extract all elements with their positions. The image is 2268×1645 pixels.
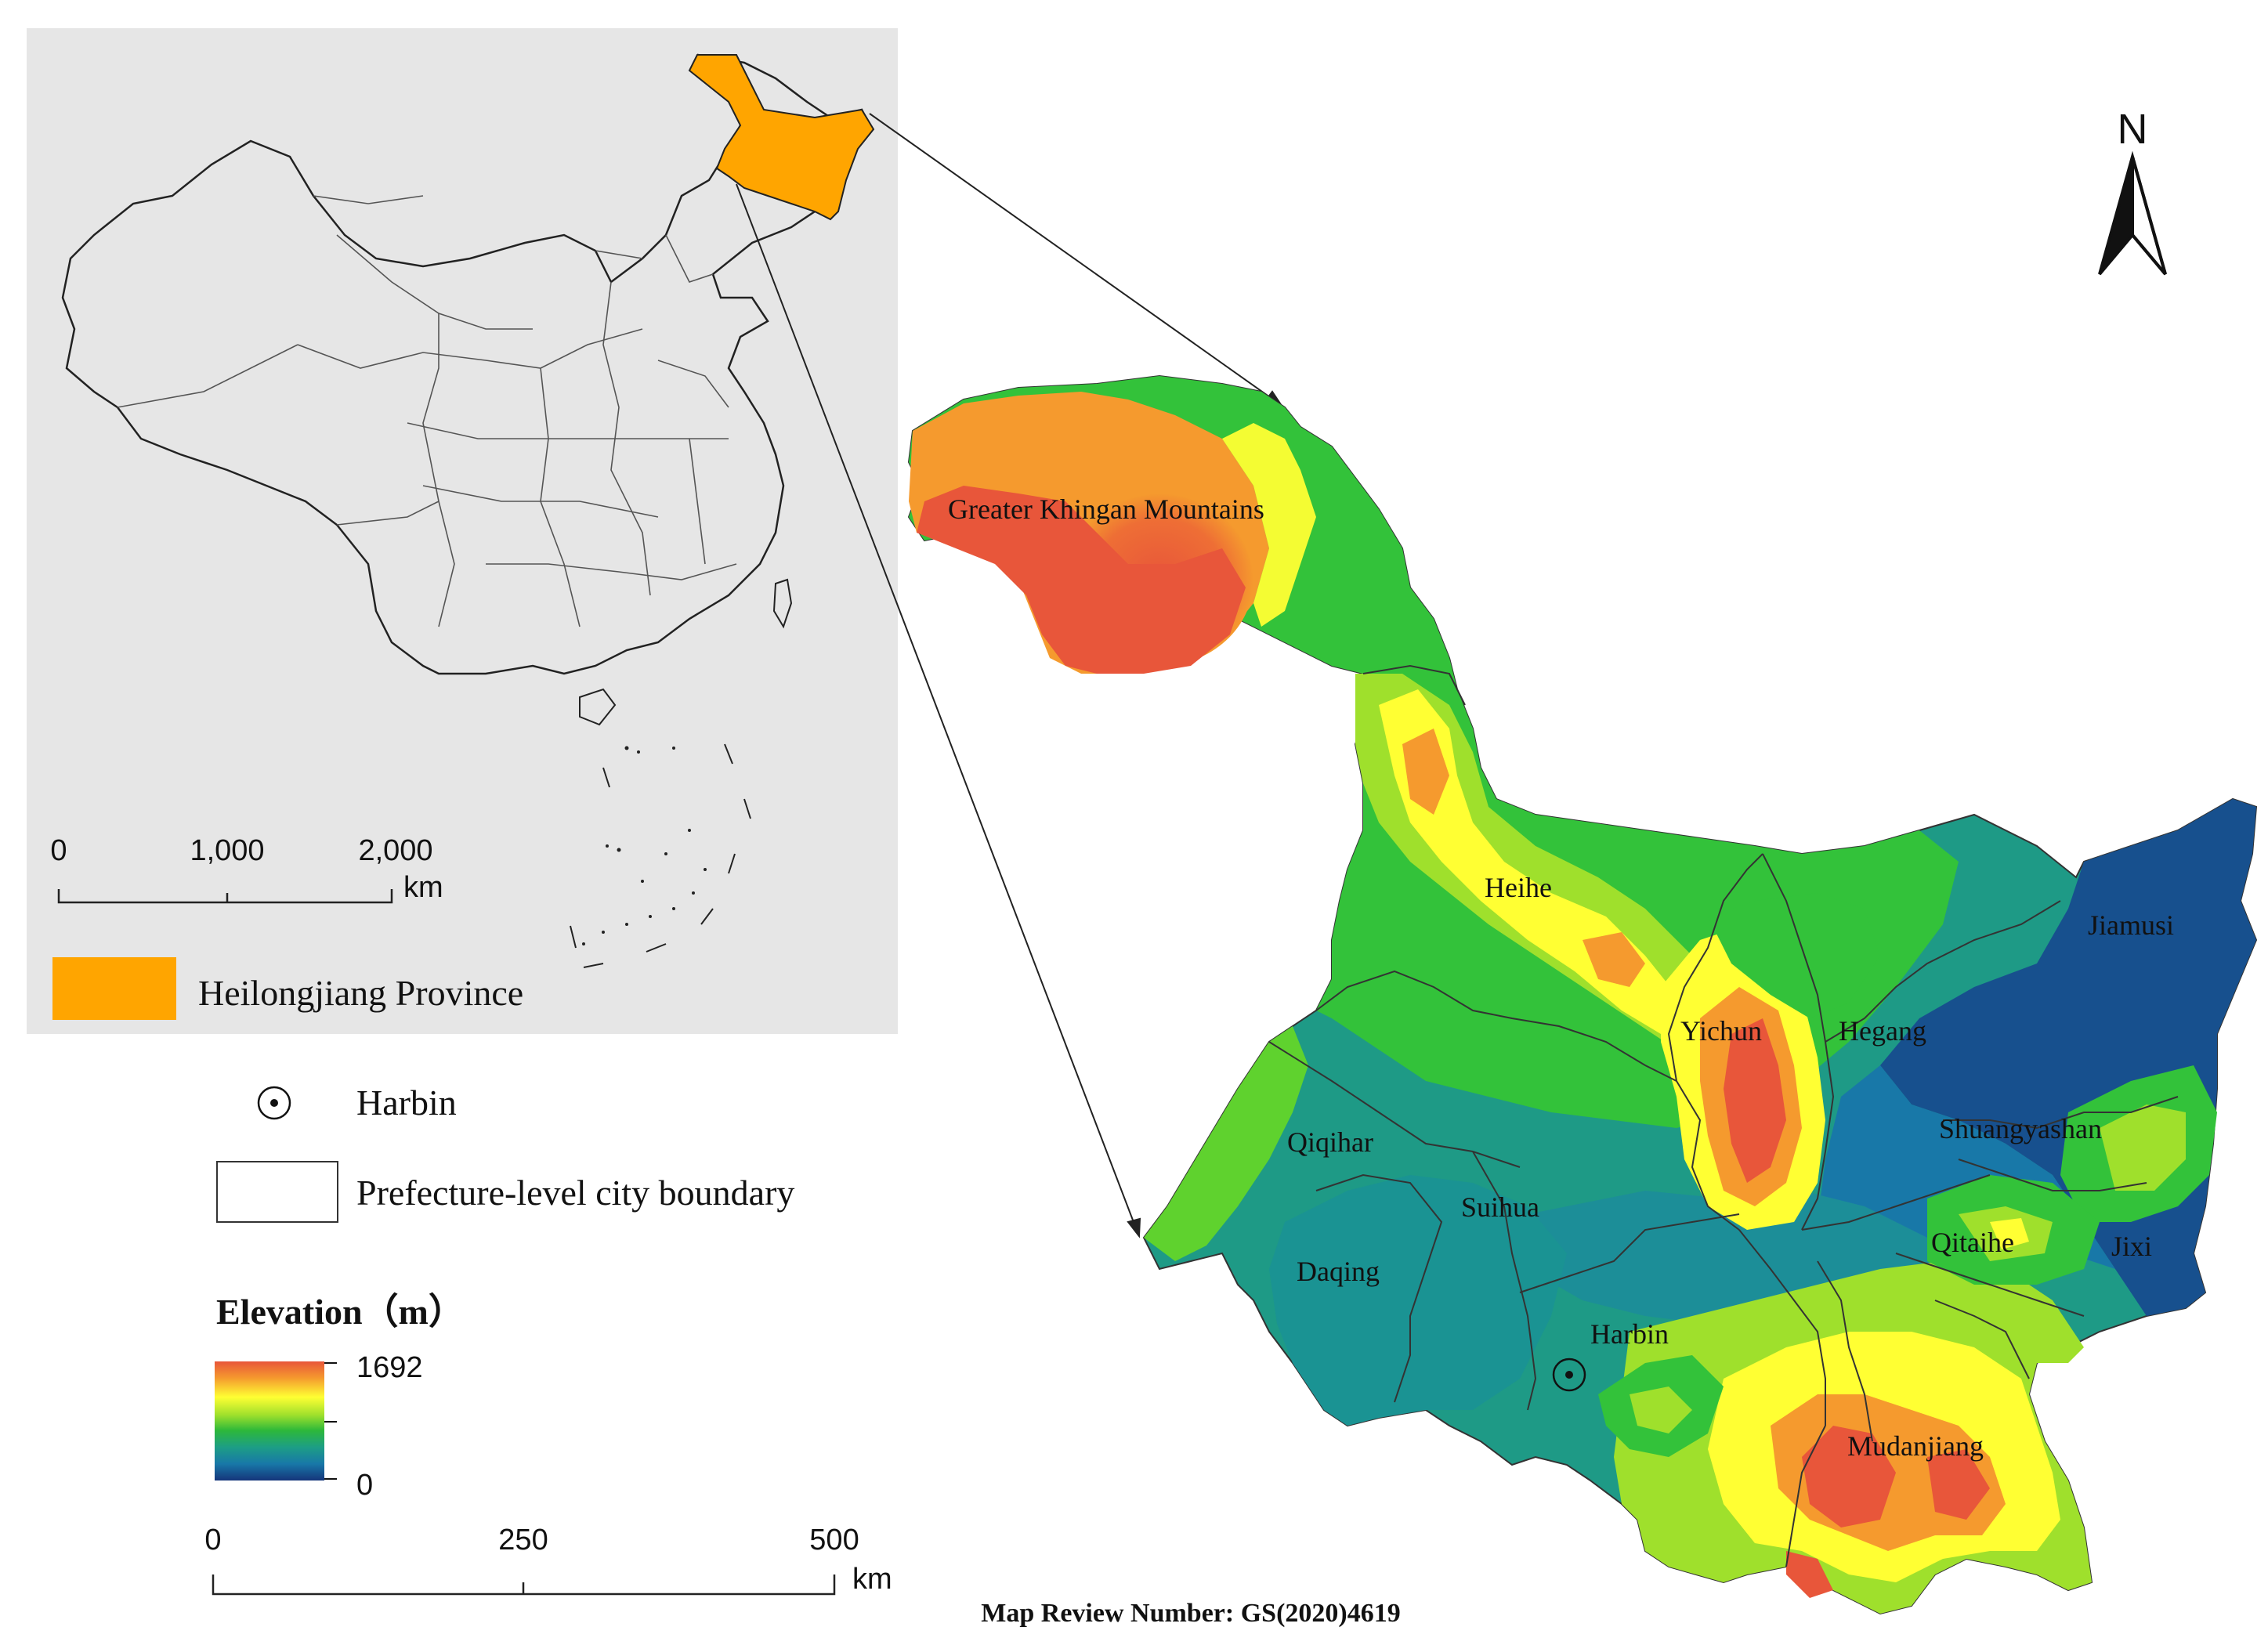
label-qiqihar: Qiqihar [1287,1126,1373,1158]
inset-scale-tick-0: 0 [50,834,67,867]
legend-elevation-min: 0 [356,1469,373,1502]
inset-map: 0 1,000 2,000 km Heilongjiang Province [27,28,898,1034]
main-scale-tick-2: 500 [809,1524,859,1556]
label-daqing: Daqing [1297,1256,1380,1287]
north-arrow-icon: N [2098,106,2167,276]
heilongjiang-main-map: Greater Khingan Mountains Heihe Yichun H… [907,374,2258,1615]
capital-legend-icon [257,1086,291,1120]
north-arrow-label: N [2118,106,2148,153]
main-scale-tick-0: 0 [204,1524,221,1556]
label-heihe: Heihe [1485,872,1552,903]
nine-dash-line [570,743,751,968]
label-jixi: Jixi [2111,1231,2152,1262]
legend-elevation-title: Elevation（m） [216,1292,465,1332]
label-hegang: Hegang [1839,1015,1926,1047]
region-labels: Greater Khingan Mountains Heihe Yichun H… [948,494,2174,1462]
inset-scale-tick-2: 2,000 [358,834,432,867]
label-shuangyashan: Shuangyashan [1939,1113,2102,1144]
inset-scale-tick-1: 1,000 [190,834,264,867]
city-boundaries [1268,664,2179,1567]
legend-boundary-label: Prefecture-level city boundary [356,1173,794,1213]
legend-boundary-swatch [216,1161,338,1223]
main-scale-tick-1: 250 [498,1524,548,1556]
elevation-zones [909,376,2256,1614]
label-suihua: Suihua [1461,1191,1539,1223]
label-yichun: Yichun [1680,1015,1762,1047]
legend-capital-label: Harbin [356,1083,457,1123]
heilongjiang-highlight [688,54,875,221]
taiwan-outline [772,578,793,629]
label-jiamusi: Jiamusi [2088,909,2174,941]
inset-scale-unit: km [403,871,443,904]
label-harbin: Harbin [1590,1318,1669,1350]
hainan-outline [579,688,617,726]
connector-arrows [736,113,1284,1238]
main-legend: Harbin Prefecture-level city boundary El… [215,1083,794,1502]
main-scale-bar: 0 250 500 km [204,1524,892,1596]
legend-elevation-max: 1692 [356,1351,423,1384]
label-qitaihe: Qitaihe [1931,1227,2014,1258]
map-review-number: Map Review Number: GS(2020)4619 [981,1599,1400,1628]
china-outline [61,53,871,675]
inset-legend-swatch [52,957,176,1020]
harbin-marker [1552,1358,1586,1392]
main-scale-unit: km [852,1563,892,1596]
inset-legend-label: Heilongjiang Province [198,973,523,1013]
label-greater-khingan: Greater Khingan Mountains [948,494,1264,525]
south-sea-islands [582,746,707,945]
province-boundaries [117,195,737,627]
elevation-ramp [215,1361,324,1480]
inset-scale-bar: 0 1,000 2,000 km [50,834,443,904]
label-mudanjiang: Mudanjiang [1847,1430,1984,1462]
